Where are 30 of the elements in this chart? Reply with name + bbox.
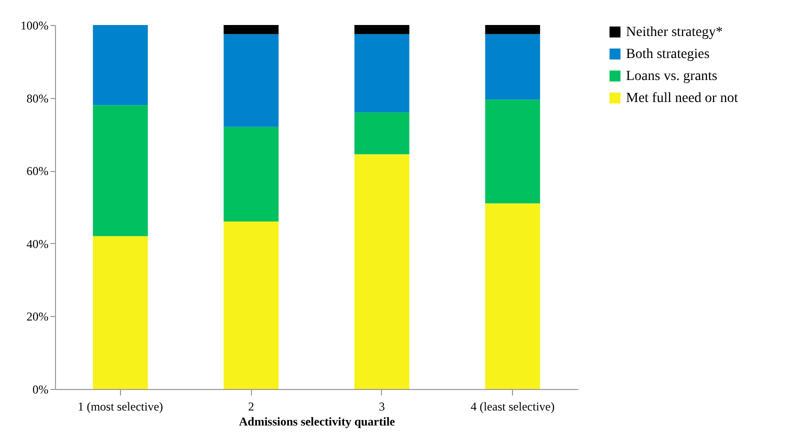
y-tick-label: 100% <box>20 18 48 32</box>
y-tick-label: 80% <box>26 91 48 106</box>
x-tick-label: 4 (least selective) <box>470 400 555 414</box>
bar <box>485 34 540 100</box>
y-tick-label: 60% <box>26 164 48 178</box>
bar <box>224 25 279 34</box>
bar <box>224 126 279 222</box>
bar <box>485 25 540 34</box>
y-tick-label: 40% <box>26 236 48 251</box>
x-axis-title: Admissions selectivity quartile <box>239 414 396 428</box>
bar <box>224 222 279 389</box>
legend-label: Neither strategy* <box>626 25 723 40</box>
bar <box>354 112 410 154</box>
bar <box>92 236 148 389</box>
bar <box>354 34 410 112</box>
y-tick-label: 20% <box>26 310 48 324</box>
x-tick-label: 1 (most selective) <box>78 400 164 414</box>
bar <box>485 203 540 389</box>
bar <box>224 34 279 127</box>
legend-label: Both strategies <box>626 47 710 62</box>
bar <box>485 100 540 204</box>
bar <box>92 25 148 106</box>
legend-label: Met full need or not <box>626 91 738 106</box>
bar <box>354 25 410 34</box>
x-tick-label: 3 <box>378 400 385 414</box>
bar <box>354 154 410 389</box>
y-tick-label: 0% <box>32 382 48 396</box>
legend-label: Loans vs. grants <box>626 69 718 84</box>
x-tick-label: 2 <box>248 400 254 414</box>
bar <box>92 105 148 236</box>
